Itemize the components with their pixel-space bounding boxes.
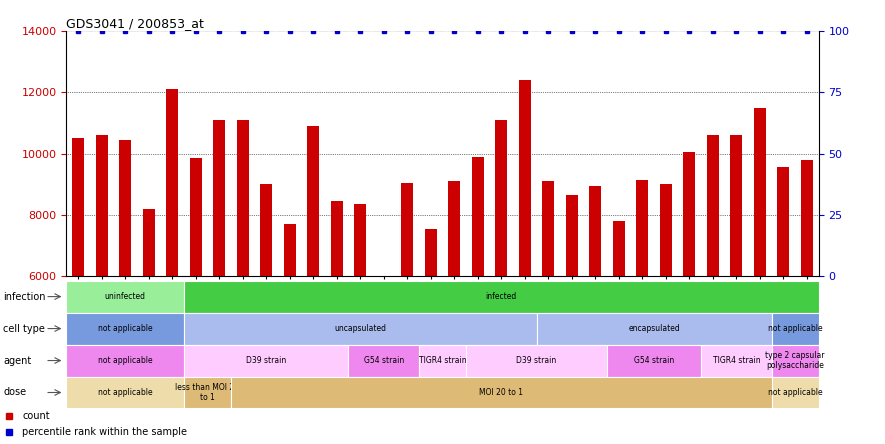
Text: G54 strain: G54 strain xyxy=(364,356,404,365)
Text: D39 strain: D39 strain xyxy=(246,356,287,365)
Text: less than MOI 20
to 1: less than MOI 20 to 1 xyxy=(175,383,240,402)
Text: not applicable: not applicable xyxy=(98,356,152,365)
Text: not applicable: not applicable xyxy=(98,388,152,397)
Text: percentile rank within the sample: percentile rank within the sample xyxy=(22,427,187,437)
Bar xyxy=(402,183,413,444)
Text: infected: infected xyxy=(486,292,517,301)
Bar xyxy=(449,181,460,444)
Text: cell type: cell type xyxy=(4,324,45,333)
Text: type 2 capsular
polysaccharide: type 2 capsular polysaccharide xyxy=(766,351,825,370)
Text: infection: infection xyxy=(4,292,46,301)
Bar xyxy=(566,195,578,444)
Bar xyxy=(166,89,178,444)
Bar xyxy=(707,135,719,444)
Text: D39 strain: D39 strain xyxy=(517,356,557,365)
Text: uncapsulated: uncapsulated xyxy=(335,324,386,333)
Text: not applicable: not applicable xyxy=(768,388,822,397)
Bar xyxy=(730,135,743,444)
Bar xyxy=(119,140,131,444)
Text: TIGR4 strain: TIGR4 strain xyxy=(712,356,760,365)
Bar xyxy=(331,201,342,444)
Bar xyxy=(636,180,648,444)
Bar xyxy=(284,224,296,444)
Text: not applicable: not applicable xyxy=(98,324,152,333)
Bar xyxy=(237,120,249,444)
Text: GDS3041 / 200853_at: GDS3041 / 200853_at xyxy=(66,17,204,30)
Text: encapsulated: encapsulated xyxy=(628,324,680,333)
Bar xyxy=(472,157,483,444)
Text: G54 strain: G54 strain xyxy=(634,356,674,365)
Bar xyxy=(425,229,436,444)
Bar xyxy=(260,184,272,444)
Text: MOI 20 to 1: MOI 20 to 1 xyxy=(480,388,523,397)
Bar xyxy=(543,181,554,444)
Bar xyxy=(589,186,601,444)
Text: count: count xyxy=(22,411,50,421)
Bar xyxy=(519,80,531,444)
Bar xyxy=(660,184,672,444)
Bar xyxy=(801,160,812,444)
Bar xyxy=(496,120,507,444)
Bar xyxy=(754,108,766,444)
Bar xyxy=(213,120,225,444)
Text: TIGR4 strain: TIGR4 strain xyxy=(419,356,466,365)
Bar xyxy=(778,167,789,444)
Text: not applicable: not applicable xyxy=(768,324,822,333)
Text: uninfected: uninfected xyxy=(104,292,146,301)
Bar xyxy=(142,209,155,444)
Bar xyxy=(683,152,696,444)
Bar xyxy=(613,221,625,444)
Text: dose: dose xyxy=(4,388,27,397)
Bar xyxy=(307,126,319,444)
Bar xyxy=(354,204,366,444)
Bar xyxy=(96,135,107,444)
Bar xyxy=(189,158,202,444)
Text: agent: agent xyxy=(4,356,32,365)
Bar xyxy=(73,139,84,444)
